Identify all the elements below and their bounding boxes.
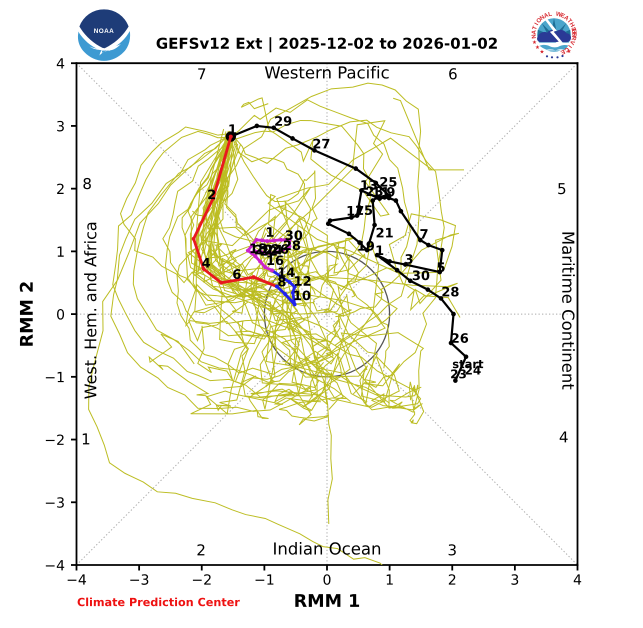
svg-text:L: L	[548, 12, 553, 19]
svg-text:★: ★	[532, 39, 537, 46]
svg-text:E: E	[559, 13, 565, 20]
svg-text:T: T	[532, 25, 539, 31]
svg-text:E: E	[570, 32, 576, 36]
svg-text:★: ★	[540, 49, 545, 56]
svg-text:R: R	[569, 35, 576, 41]
svg-text:R: R	[570, 33, 576, 38]
svg-text:E: E	[570, 28, 577, 33]
svg-text:★: ★	[567, 48, 572, 55]
svg-text:NOAA: NOAA	[94, 28, 114, 35]
svg-text:C: C	[562, 45, 570, 53]
svg-text:V: V	[568, 39, 575, 45]
svg-text:W: W	[555, 12, 562, 19]
svg-text:E: E	[559, 48, 565, 55]
svg-text:H: H	[568, 22, 575, 29]
svg-text:A: A	[543, 12, 550, 19]
svg-text:N: N	[532, 34, 538, 39]
svg-text:★: ★	[535, 44, 540, 51]
svg-text:A: A	[531, 29, 537, 35]
svg-text:T: T	[565, 18, 572, 25]
svg-text:I: I	[566, 43, 572, 48]
svg-text:A: A	[562, 15, 570, 23]
svg-text:S: S	[569, 27, 576, 32]
svg-text:I: I	[534, 22, 540, 27]
svg-text:N: N	[539, 15, 546, 22]
svg-text:O: O	[536, 17, 544, 25]
